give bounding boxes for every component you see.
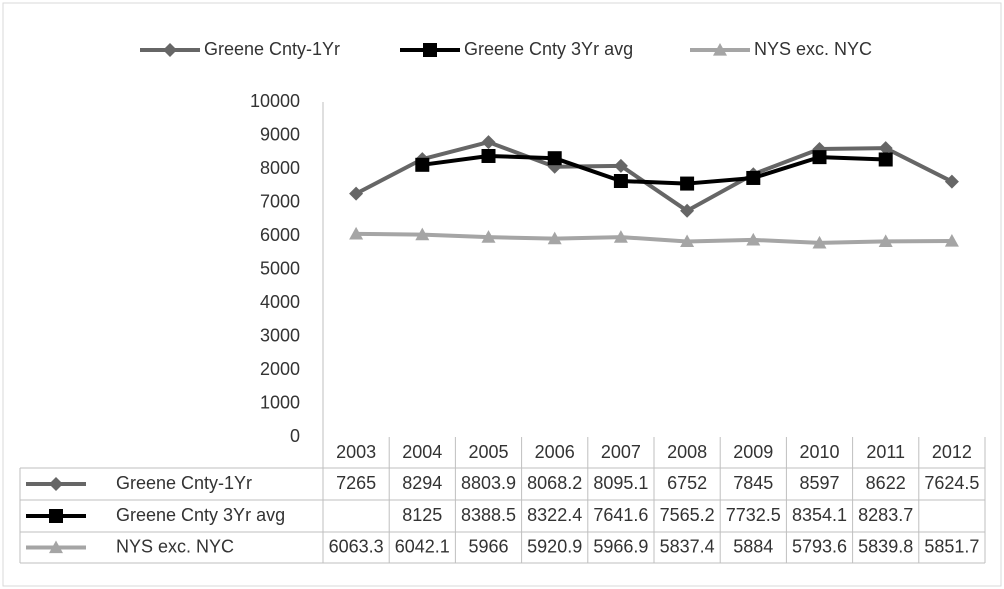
legend-marker [423,43,437,57]
legend-marker [49,509,63,523]
legend-label: Greene Cnty-1Yr [204,39,340,59]
table-series-label: Greene Cnty 3Yr avg [116,505,285,525]
table-value: 7624.5 [924,473,979,493]
y-tick-label: 6000 [260,225,300,245]
y-tick-label: 8000 [260,158,300,178]
data-point [613,174,628,189]
y-tick-label: 7000 [260,191,300,211]
data-point [878,234,893,247]
table-value: 7641.6 [593,505,648,525]
y-tick-label: 5000 [260,258,300,278]
table-value: 8354.1 [792,505,847,525]
data-point [878,152,893,167]
table-value: 6042.1 [395,536,450,556]
table-series-label: Greene Cnty-1Yr [116,473,252,493]
table-value: 8622 [866,473,906,493]
table-value: 5884 [733,536,773,556]
table-value: 5839.8 [858,536,913,556]
data-point [680,203,695,218]
table-value: 5793.6 [792,536,847,556]
y-tick-label: 9000 [260,124,300,144]
data-point [680,234,695,248]
table-value: 5966.9 [593,536,648,556]
data-point [613,230,628,243]
table-value: 7845 [733,473,773,493]
table-series-label: NYS exc. NYC [116,536,234,556]
y-tick-label: 10000 [250,91,300,111]
data-point [415,157,430,172]
x-tick-label: 2010 [799,442,839,462]
legend-label: NYS exc. NYC [754,39,872,59]
table-value: 5837.4 [660,536,715,556]
table-value: 8803.9 [461,473,516,493]
data-point [746,232,761,246]
y-tick-label: 1000 [260,392,300,412]
table-value: 5920.9 [527,536,582,556]
table-value: 8068.2 [527,473,582,493]
series-line [356,231,952,245]
x-tick-label: 2006 [535,442,575,462]
x-tick-label: 2008 [667,442,707,462]
x-tick-label: 2003 [336,442,376,462]
data-point [481,230,496,243]
table-value: 8283.7 [858,505,913,525]
x-tick-label: 2009 [733,442,773,462]
data-point [349,186,364,201]
data-point [944,233,959,247]
data-point [746,170,761,185]
table-value: 8294 [402,473,442,493]
x-tick-label: 2011 [866,442,905,462]
data-point [481,148,496,163]
legend-marker [49,540,63,554]
data-point [944,174,959,189]
y-tick-label: 3000 [260,325,300,345]
data-point [812,150,827,165]
y-tick-label: 2000 [260,359,300,379]
table-value: 7732.5 [726,505,781,525]
data-point [680,176,695,191]
table-value: 5851.7 [924,536,979,556]
table-value: 8322.4 [527,505,582,525]
data-point [878,141,893,156]
series-line [422,153,886,186]
table-value: 8095.1 [593,473,648,493]
x-tick-label: 2004 [402,442,442,462]
table-value: 8597 [799,473,839,493]
data-point [613,158,628,173]
data-point [547,231,562,245]
data-point [547,151,562,166]
table-value: 8388.5 [461,505,516,525]
table-value: 5966 [468,536,508,556]
table-value: 7565.2 [660,505,715,525]
table-value: 6063.3 [329,536,384,556]
x-tick-label: 2012 [932,442,972,462]
table-value: 6752 [667,473,707,493]
data-point [349,226,364,240]
legend-marker [49,477,63,491]
data-point [481,135,496,150]
table-value: 7265 [336,473,376,493]
y-tick-label: 0 [290,426,300,446]
x-tick-label: 2005 [468,442,508,462]
x-tick-label: 2007 [601,442,641,462]
legend-marker [163,43,177,57]
data-point [415,227,430,241]
legend-label: Greene Cnty 3Yr avg [464,39,633,59]
series-line [355,140,953,213]
legend-marker [713,43,727,56]
y-tick-label: 4000 [260,292,300,312]
table-value: 8125 [402,505,442,525]
data-point [812,235,827,249]
